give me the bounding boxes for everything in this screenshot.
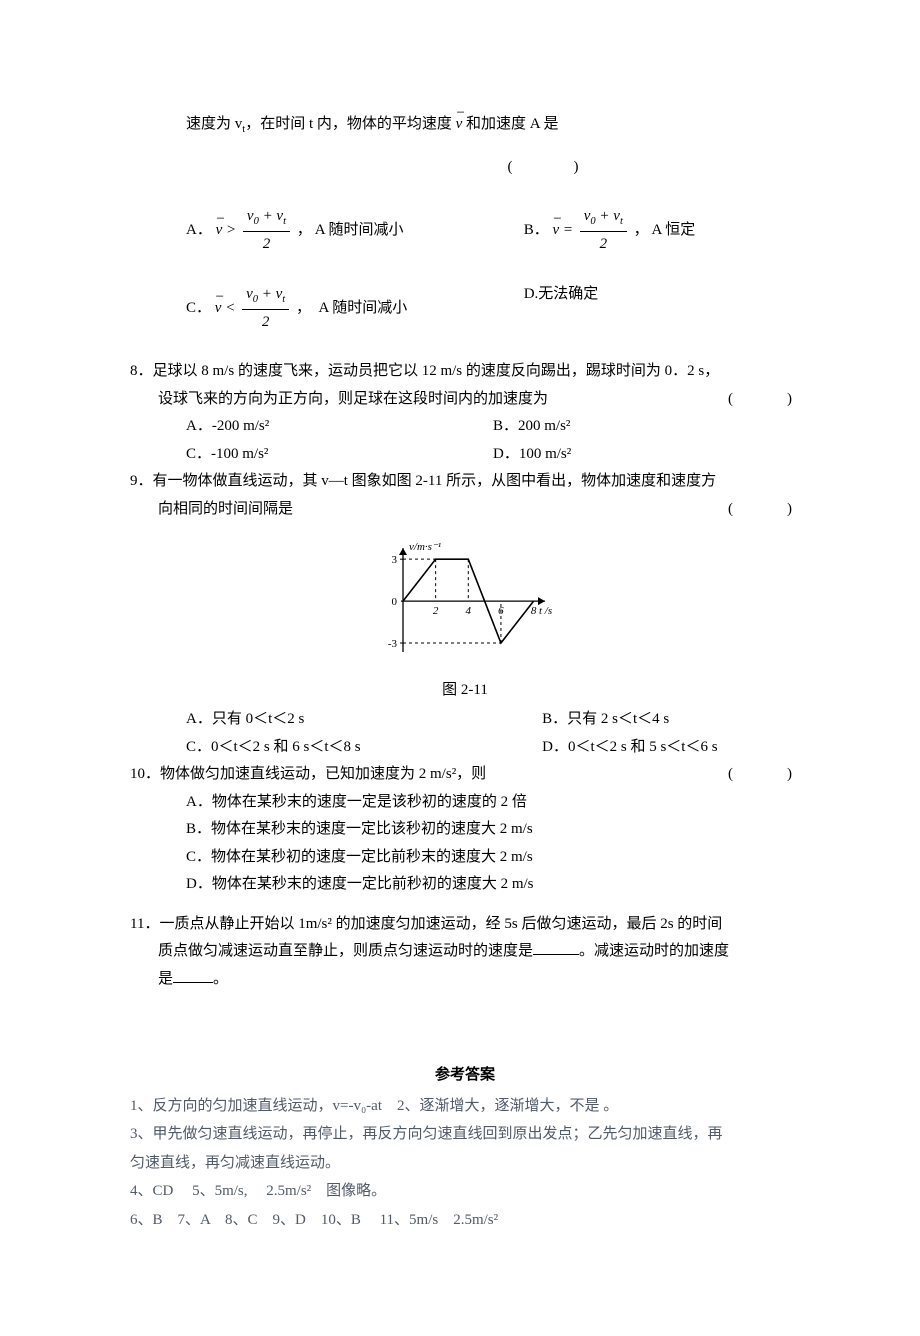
numerator: v0 + vt — [580, 204, 627, 232]
q7-options: A． v > v0 + vt 2 ， A 随时间减小 B． v = v0 + v… — [186, 204, 800, 335]
q8-optB: B．200 m/s² — [493, 414, 800, 440]
q7-paren: ( ) — [290, 155, 800, 181]
q9-optB: B．只有 2 s＜t＜4 s — [542, 707, 800, 733]
label: A． — [186, 222, 212, 238]
q9-optC: C．0＜t＜2 s 和 6 s＜t＜8 s — [186, 735, 542, 761]
text: ， A 随时间减小 — [296, 300, 407, 316]
q9-chart: -3032468v/m·s⁻¹t /s — [375, 534, 555, 664]
text: 。减速运动时的加速度 — [579, 943, 729, 959]
svg-text:2: 2 — [433, 605, 439, 617]
q7-stem-cont: 速度为 vt，在时间 t 内，物体的平均速度 v 和加速度 A 是 — [186, 112, 800, 139]
page: 速度为 vt，在时间 t 内，物体的平均速度 v 和加速度 A 是 ( ) A．… — [0, 0, 920, 1336]
q11-stem3: 是。 — [158, 967, 800, 993]
label: B． — [524, 222, 549, 238]
q8-num: 8． — [130, 363, 153, 379]
vbar-icon: v — [216, 218, 223, 244]
text: ， A 恒定 — [634, 222, 696, 238]
svg-text:t /s: t /s — [539, 605, 552, 617]
text: 设球飞来的方向为正方向，则足球在这段时间内的加速度为 — [158, 391, 548, 407]
denominator: 2 — [243, 232, 290, 258]
svg-text:8: 8 — [531, 605, 537, 617]
q10: 10．物体做匀加速直线运动，已知加速度为 2 m/s²，则 ( ) — [130, 762, 800, 788]
q9-row2: C．0＜t＜2 s 和 6 s＜t＜8 s D．0＜t＜2 s 和 5 s＜t＜… — [186, 735, 800, 761]
q9-stem1: 有一物体做直线运动，其 v—t 图象如图 2-11 所示，从图中看出，物体加速度… — [153, 473, 717, 489]
q7-optA: A． v > v0 + vt 2 ， A 随时间减小 — [186, 204, 524, 257]
q9-optD: D．0＜t＜2 s 和 5 s＜t＜6 s — [542, 735, 800, 761]
q10-stem: 物体做匀加速直线运动，已知加速度为 2 m/s²，则 — [160, 766, 486, 782]
ans-line: 6、B 7、A 8、C 9、D 10、B 11、5m/s 2.5m/s² — [130, 1208, 800, 1234]
text: 速度为 v — [186, 116, 242, 132]
vbar-icon: v — [552, 218, 559, 244]
blank — [533, 939, 579, 955]
paren: ( ) — [728, 497, 800, 523]
ans-line: 1、反方向的匀加速直线运动，v=-v₀-at 2、逐渐增大，逐渐增大，不是 。 — [130, 1094, 800, 1120]
denominator: 2 — [242, 310, 289, 336]
svg-text:4: 4 — [466, 605, 472, 617]
label: D.无法确定 — [524, 286, 599, 302]
denominator: 2 — [580, 232, 627, 258]
q9-optA: A．只有 0＜t＜2 s — [186, 707, 542, 733]
svg-text:0: 0 — [392, 596, 398, 608]
q7-row-cd: C． v < v0 + vt 2 ， A 随时间减小 D.无法确定 — [186, 282, 800, 335]
text: 和加速度 A 是 — [462, 116, 558, 132]
q10-optC: C．物体在某秒初的速度一定比前秒末的速度大 2 m/s — [186, 845, 800, 871]
q11-num: 11． — [130, 916, 159, 932]
ans-line: 4、CD 5、5m/s, 2.5m/s² 图像略。 — [130, 1179, 800, 1205]
text: ， A 随时间减小 — [297, 222, 404, 238]
q8-row1: A．-200 m/s² B．200 m/s² — [186, 414, 800, 440]
svg-text:3: 3 — [392, 554, 398, 566]
q10-optB: B．物体在某秒末的速度一定比该秒初的速度大 2 m/s — [186, 817, 800, 843]
vbar-icon: v — [456, 112, 463, 138]
rel: > — [226, 222, 240, 238]
text: 质点做匀减速运动直至静止，则质点匀速运动时的速度是 — [158, 943, 533, 959]
numerator: v0 + vt — [242, 282, 289, 310]
text: 是 — [158, 971, 173, 987]
blank — [173, 967, 213, 983]
q7-optD: D.无法确定 — [524, 282, 800, 335]
label: C． — [186, 300, 211, 316]
q7-optB: B． v = v0 + vt 2 ， A 恒定 — [524, 204, 800, 257]
fraction: v0 + vt 2 — [242, 282, 289, 335]
q10-optA: A．物体在某秒末的速度一定是该秒初的速度的 2 倍 — [186, 790, 800, 816]
q10-num: 10． — [130, 766, 160, 782]
paren: ( ) — [728, 762, 800, 788]
q8: 8．足球以 8 m/s 的速度飞来，运动员把它以 12 m/s 的速度反向踢出，… — [130, 359, 800, 385]
fraction: v0 + vt 2 — [243, 204, 290, 257]
q10-optD: D．物体在某秒末的速度一定比前秒初的速度大 2 m/s — [186, 872, 800, 898]
paren: ( ) — [508, 155, 583, 181]
q11-stem1: 一质点从静止开始以 1m/s² 的加速度匀加速运动，经 5s 后做匀速运动，最后… — [159, 916, 722, 932]
ans-line: 3、甲先做匀速直线运动，再停止，再反方向匀速直线回到原出发点；乙先匀加速直线，再 — [130, 1122, 800, 1148]
q8-optA: A．-200 m/s² — [186, 414, 493, 440]
q9-chart-wrap: -3032468v/m·s⁻¹t /s — [130, 534, 800, 674]
q8-stem1: 足球以 8 m/s 的速度飞来，运动员把它以 12 m/s 的速度反向踢出，踢球… — [153, 363, 720, 379]
q9-row1: A．只有 0＜t＜2 s B．只有 2 s＜t＜4 s — [186, 707, 800, 733]
q8-optD: D．100 m/s² — [493, 442, 800, 468]
numerator: v0 + vt — [243, 204, 290, 232]
answers-block: 1、反方向的匀加速直线运动，v=-v₀-at 2、逐渐增大，逐渐增大，不是 。 … — [130, 1094, 800, 1234]
ans-line: 匀速直线，再匀减速直线运动。 — [130, 1151, 800, 1177]
q8-row2: C．-100 m/s² D．100 m/s² — [186, 442, 800, 468]
q11: 11．一质点从静止开始以 1m/s² 的加速度匀加速运动，经 5s 后做匀速运动… — [130, 912, 800, 938]
q7-row-ab: A． v > v0 + vt 2 ， A 随时间减小 B． v = v0 + v… — [186, 204, 800, 257]
q11-stem2: 质点做匀减速运动直至静止，则质点匀速运动时的速度是 。减速运动时的加速度 — [158, 939, 800, 965]
vbar-icon: v — [215, 296, 222, 322]
answers-title: 参考答案 — [130, 1062, 800, 1088]
rel: = — [563, 222, 577, 238]
q9-stem2: 向相同的时间间隔是 ( ) — [158, 497, 800, 523]
text: 。 — [213, 971, 228, 987]
fraction: v0 + vt 2 — [580, 204, 627, 257]
svg-text:-3: -3 — [388, 638, 398, 650]
text: ，在时间 t 内，物体的平均速度 — [245, 116, 455, 132]
q8-optC: C．-100 m/s² — [186, 442, 493, 468]
q9-num: 9． — [130, 473, 153, 489]
q8-stem2: 设球飞来的方向为正方向，则足球在这段时间内的加速度为 ( ) — [158, 387, 800, 413]
q9: 9．有一物体做直线运动，其 v—t 图象如图 2-11 所示，从图中看出，物体加… — [130, 469, 800, 495]
q7-optC: C． v < v0 + vt 2 ， A 随时间减小 — [186, 282, 524, 335]
q9-caption: 图 2-11 — [130, 678, 800, 704]
paren: ( ) — [728, 387, 800, 413]
text: 向相同的时间间隔是 — [158, 501, 293, 517]
svg-text:v/m·s⁻¹: v/m·s⁻¹ — [409, 541, 441, 553]
rel: < — [225, 300, 239, 316]
